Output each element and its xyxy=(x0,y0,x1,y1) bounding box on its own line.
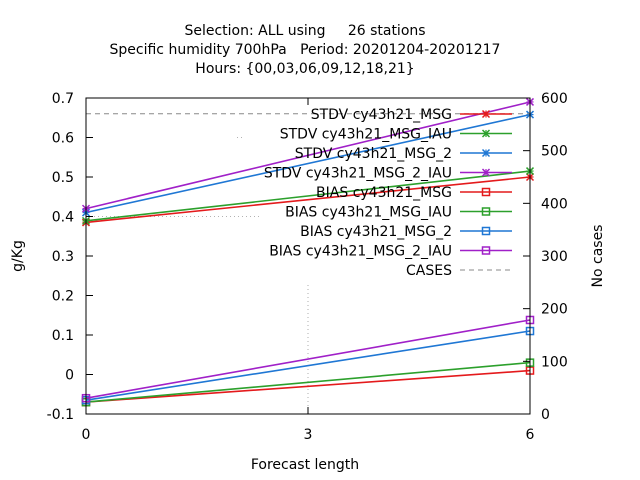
legend-marker xyxy=(481,187,491,197)
y-axis-label: g/Kg xyxy=(10,240,26,272)
legend-label: BIAS cy43h21_MSG_IAU xyxy=(285,205,452,221)
legend-marker xyxy=(481,168,491,177)
legend-label: BIAS cy43h21_MSG xyxy=(316,185,452,201)
y2-tick-label: 0 xyxy=(541,407,550,423)
y2-tick-label: 100 xyxy=(541,354,568,370)
y2-tick-label: 600 xyxy=(541,91,568,107)
y-tick-label: 0.3 xyxy=(52,249,74,265)
y-tick-label: 0.4 xyxy=(52,210,74,226)
legend-label: BIAS cy43h21_MSG_2_IAU xyxy=(269,244,452,260)
legend-label: STDV cy43h21_MSG_2 xyxy=(295,146,452,162)
y-tick-label: 0 xyxy=(65,368,74,384)
legend: STDV cy43h21_MSG STDV cy43h21_MSG_IAU STDV… xyxy=(264,107,512,279)
y2-tick-label: 400 xyxy=(541,196,568,212)
legend-label: STDV cy43h21_MSG_IAU xyxy=(280,127,452,143)
title-line-2: Specific humidity 700hPa Period: 2020120… xyxy=(110,42,501,58)
y-tick-label: 0.6 xyxy=(52,131,74,147)
x-tick-label: 3 xyxy=(304,427,313,443)
y-tick-label: 0.1 xyxy=(52,328,74,344)
series-line xyxy=(85,176,531,224)
legend-marker xyxy=(481,246,491,255)
y2-tick-label: 200 xyxy=(541,302,568,318)
title-line-1: Selection: ALL using 26 stations xyxy=(184,23,425,39)
legend-marker xyxy=(481,226,491,236)
series-line xyxy=(85,319,531,399)
y-tick-label: 0.5 xyxy=(52,170,74,186)
y2-tick-label: 500 xyxy=(541,144,568,160)
series-line xyxy=(85,101,531,210)
series-line xyxy=(85,113,531,214)
legend-marker xyxy=(481,109,491,119)
y-tick-label: -0.1 xyxy=(47,407,74,423)
legend-marker xyxy=(481,129,491,138)
y-tick-label: 0.2 xyxy=(52,289,74,305)
legend-label: STDV cy43h21_MSG xyxy=(311,107,452,123)
y2-axis-label: No cases xyxy=(590,225,606,288)
legend-label: STDV cy43h21_MSG_2_IAU xyxy=(264,166,452,182)
x-tick-label: 0 xyxy=(82,427,91,443)
legend-label: BIAS cy43h21_MSG_2 xyxy=(300,224,452,240)
y2-tick-label: 300 xyxy=(541,249,568,265)
series-line xyxy=(85,361,531,403)
x-axis-label: Forecast length xyxy=(251,457,359,473)
axes: -0.1 0 0.1 0.2 0.3 0.4 0.5 0.6 0.7 0 100 200 300 400 5… xyxy=(47,91,568,443)
legend-marker xyxy=(481,207,491,216)
chart-title: Selection: ALL using 26 stations Specifi… xyxy=(110,23,501,77)
legend-label: CASES xyxy=(406,263,452,279)
series-line xyxy=(85,330,531,401)
title-line-3: Hours: {00,03,06,09,12,18,21} xyxy=(195,61,414,77)
x-tick-label: 6 xyxy=(526,427,535,443)
series-line xyxy=(85,170,531,222)
y-tick-label: 0.7 xyxy=(52,91,74,107)
legend-marker xyxy=(481,148,491,158)
series-line xyxy=(85,369,531,403)
grid xyxy=(86,137,309,414)
